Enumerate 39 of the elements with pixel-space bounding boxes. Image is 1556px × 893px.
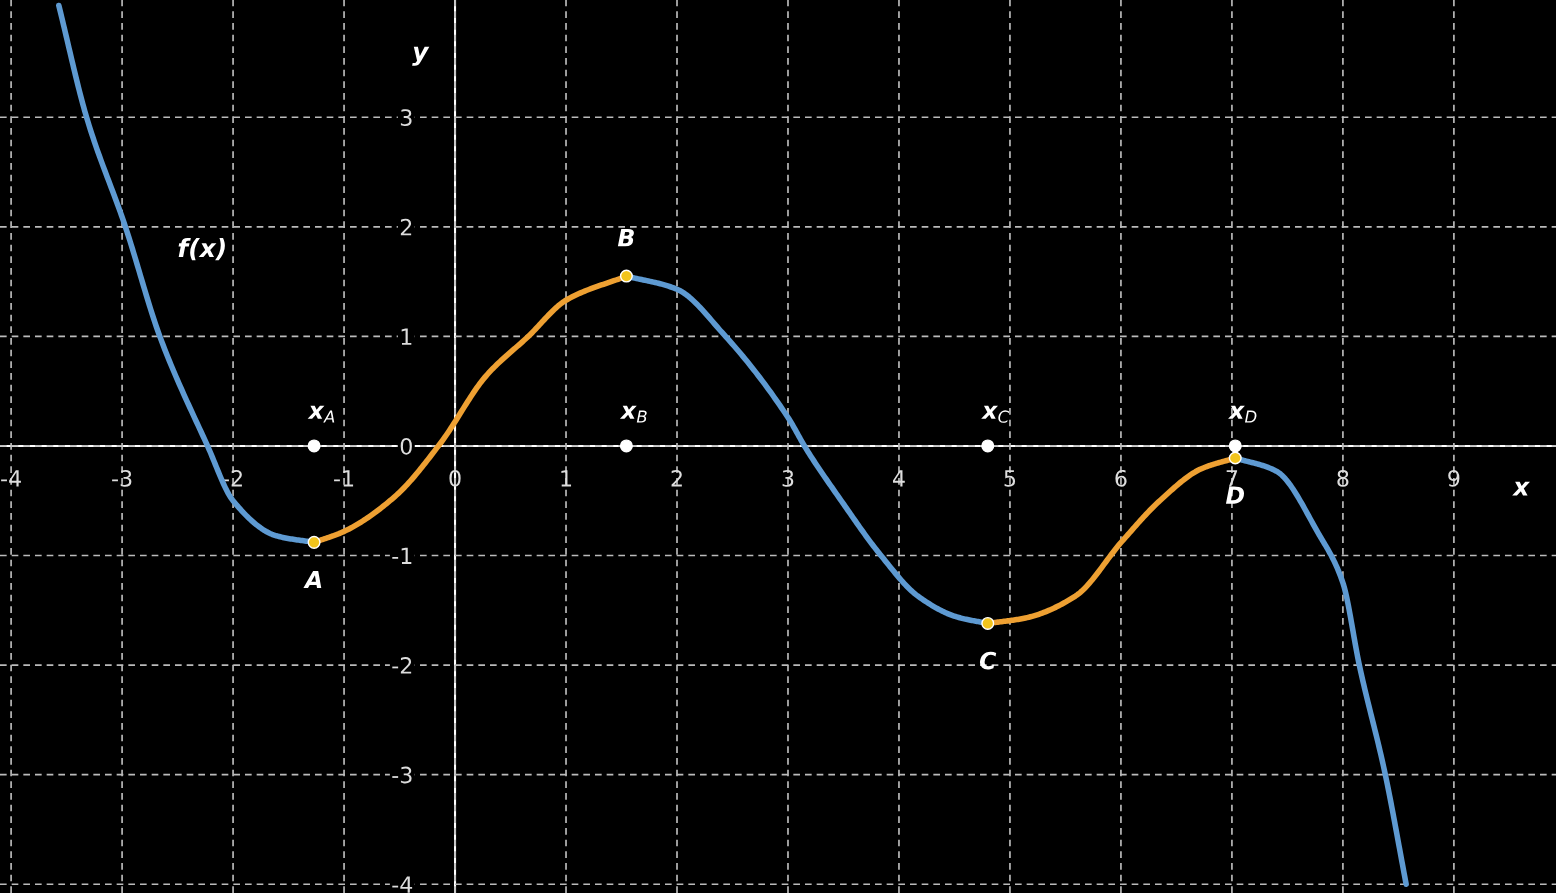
x-tick-label: 9 (1448, 469, 1460, 487)
y-tick-label: 0 (400, 437, 412, 455)
point (307, 535, 321, 549)
y-tick-label: 1 (401, 328, 412, 345)
point (1228, 451, 1242, 465)
x-tick-label: 6 (1115, 469, 1127, 487)
point (1228, 439, 1242, 453)
x-tick-label: 8 (1337, 469, 1349, 487)
x-axis-title: x (1512, 481, 1530, 496)
data-label: x$_{C}$ (981, 405, 1010, 423)
x-tick-label: -3 (112, 469, 132, 487)
point (619, 439, 633, 453)
y-tick-label: -2 (392, 657, 412, 674)
y-tick-label: 2 (400, 218, 412, 236)
y-tick-label: -4 (392, 876, 413, 893)
data-label: D (1225, 486, 1245, 504)
x-tick-label: 3 (782, 469, 794, 487)
annotation: f(x) (178, 237, 225, 261)
data-label: A (303, 570, 322, 589)
point (981, 616, 995, 630)
point (307, 439, 321, 453)
y-tick-label: -3 (392, 766, 412, 784)
x-tick-label: -4 (1, 470, 21, 487)
y-tick-label: 3 (400, 109, 412, 126)
data-label: B (617, 228, 634, 247)
x-tick-label: 5 (1004, 470, 1016, 487)
x-tick-label: 4 (892, 470, 905, 487)
y-axis-title: y (412, 46, 430, 66)
x-tick-label: -2 (223, 469, 242, 487)
data-label: x$_{A}$ (307, 405, 335, 423)
data-label: x$_{B}$ (619, 405, 647, 423)
x-tick-label: 1 (561, 470, 572, 487)
x-tick-label: -1 (334, 470, 354, 487)
data-label: x$_{D}$ (1228, 405, 1257, 423)
point (619, 269, 633, 283)
x-tick-label: 7 (1226, 470, 1238, 487)
point (981, 439, 995, 453)
y-tick-label: -1 (392, 547, 412, 564)
x-tick-label: 2 (671, 469, 682, 487)
